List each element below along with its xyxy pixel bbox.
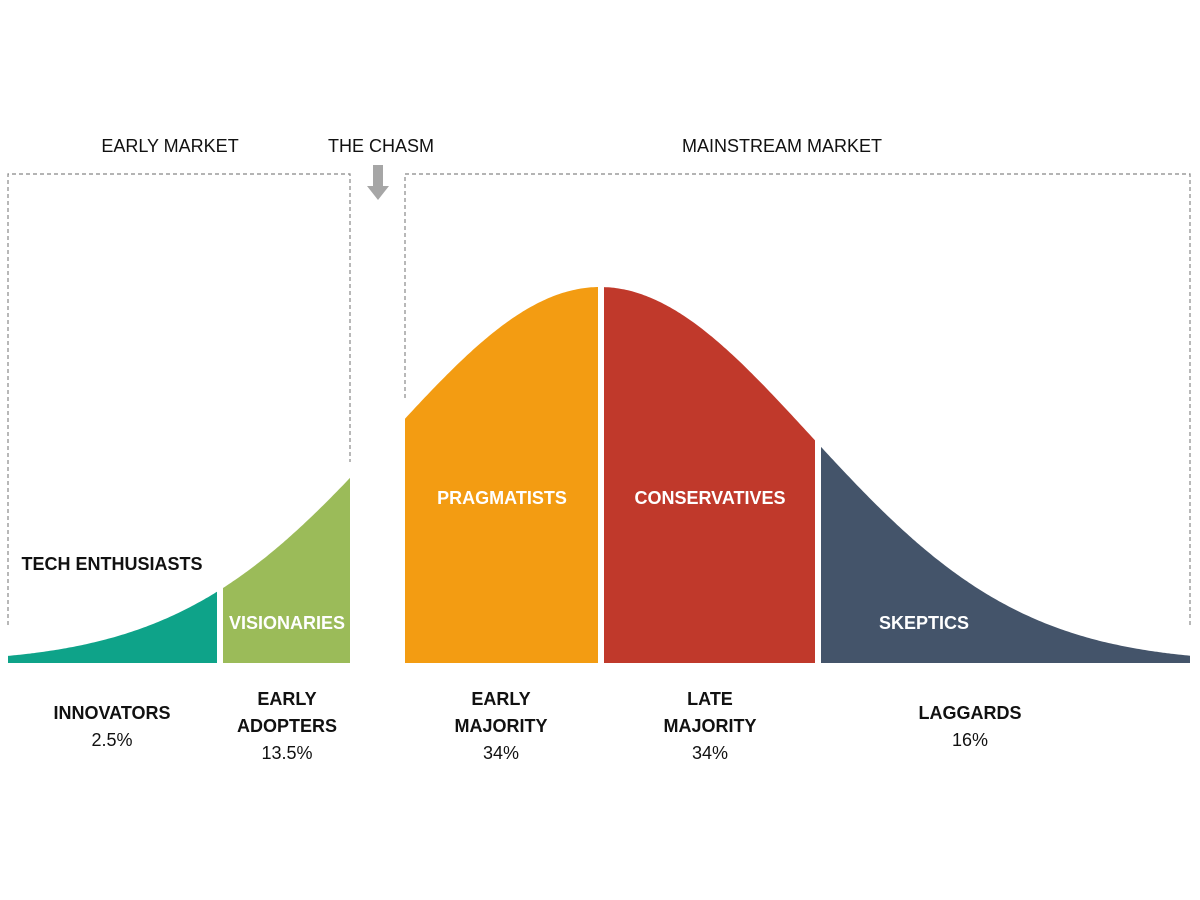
segment-name: MAJORITY [454, 716, 547, 736]
curve-segment [8, 591, 217, 663]
segment-share: 13.5% [261, 743, 312, 763]
segment-share: 34% [692, 743, 728, 763]
segment-share: 2.5% [91, 730, 132, 750]
curve-segment [604, 287, 815, 663]
early-market-bracket [7, 173, 351, 625]
curve [8, 287, 1190, 663]
persona-label: TECH ENTHUSIASTS [21, 554, 202, 574]
segment-share: 16% [952, 730, 988, 750]
persona-label: SKEPTICS [879, 613, 969, 633]
mainstream-market-label: MAINSTREAM MARKET [682, 136, 882, 156]
persona-label: PRAGMATISTS [437, 488, 567, 508]
early-market-label: EARLY MARKET [101, 136, 238, 156]
segment-name: LATE [687, 689, 733, 709]
persona-label: VISIONARIES [229, 613, 345, 633]
segment-name: EARLY [257, 689, 316, 709]
mainstream-market-bracket [404, 173, 1191, 625]
chasm-arrow [367, 165, 389, 200]
segment-name: ADOPTERS [237, 716, 337, 736]
persona-label: CONSERVATIVES [634, 488, 785, 508]
segment-name: EARLY [471, 689, 530, 709]
segment-name: MAJORITY [663, 716, 756, 736]
segment-name: INNOVATORS [53, 703, 170, 723]
curve-segment [821, 446, 1190, 663]
curve-segment [405, 287, 598, 663]
segment-share: 34% [483, 743, 519, 763]
segment-name: LAGGARDS [919, 703, 1022, 723]
curve-segment [223, 477, 350, 663]
chasm-label: THE CHASM [328, 136, 434, 156]
